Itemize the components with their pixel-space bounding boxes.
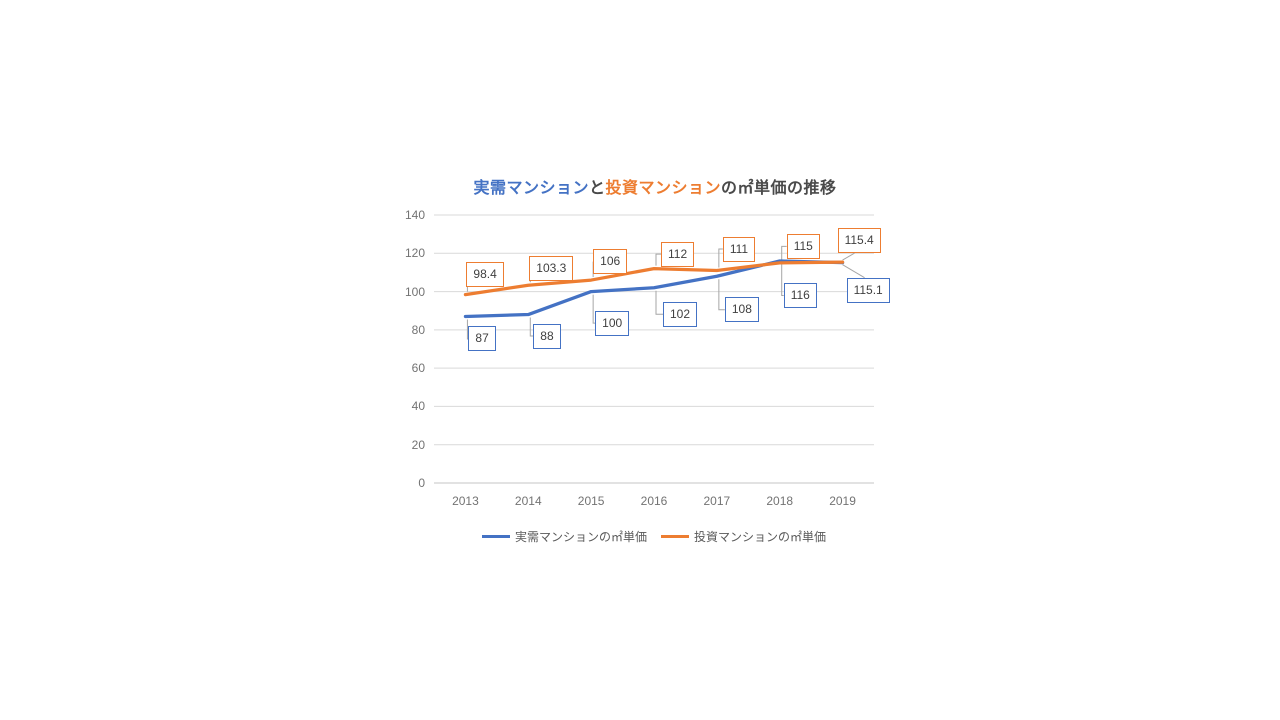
legend-item-1: 実需マンションの㎡単価 [481, 528, 647, 545]
data-label-leader-line [655, 253, 661, 266]
legend-line-swatch [481, 535, 510, 538]
series-line-1 [463, 259, 845, 319]
x-axis-tick-label: 2013 [452, 494, 479, 508]
data-label: 106 [593, 249, 628, 275]
data-label-leader-line [842, 252, 855, 261]
title-suffix-text: の㎡単価の推移 [721, 180, 837, 197]
x-axis-tick-label: 2015 [577, 494, 605, 508]
data-label: 98.4 [466, 261, 504, 287]
data-label: 116 [783, 282, 817, 308]
x-axis-tick-label: 2014 [514, 494, 542, 508]
title-connector-text: と [588, 180, 606, 197]
x-axis-tick-label: 2018 [766, 494, 794, 508]
y-axis-tick-label: 100 [404, 284, 425, 299]
y-axis-tick-label: 120 [404, 246, 425, 261]
series-line-2 [463, 260, 845, 297]
y-axis-tick-label: 40 [411, 399, 425, 414]
title-series2-text: 投資マンション [605, 180, 722, 197]
y-axis-tick-label: 60 [411, 361, 425, 376]
legend-line-swatch [661, 535, 689, 538]
title-series1-text: 実需マンション [473, 180, 589, 197]
data-label-leader-line [529, 317, 534, 337]
y-axis-tick-label: 20 [411, 437, 425, 452]
chart-legend: 実需マンションの㎡単価 投資マンションの㎡単価 [14, 528, 1280, 545]
data-label: 112 [661, 241, 695, 267]
data-label: 115.1 [846, 277, 890, 303]
data-label: 115 [786, 233, 820, 259]
data-label: 100 [595, 310, 630, 336]
x-axis-tick-label: 2016 [640, 494, 668, 508]
data-label: 111 [722, 236, 756, 262]
data-label-leader-line [718, 248, 723, 268]
chart-title: 実需マンションと投資マンションの㎡単価の推移 [15, 174, 1280, 198]
data-label-leader-line [842, 264, 865, 279]
data-label-leader-line [781, 263, 784, 296]
data-label: 108 [724, 297, 759, 323]
data-label: 103.3 [529, 256, 574, 282]
legend-item-2: 投資マンションの㎡単価 [661, 528, 826, 545]
y-axis-tick-label: 140 [404, 208, 425, 222]
x-axis-tick-label: 2019 [829, 494, 856, 508]
y-axis-tick-label: 0 [418, 476, 425, 490]
y-axis-tick-label: 80 [411, 322, 425, 337]
legend-label: 実需マンションの㎡単価 [514, 530, 647, 544]
data-label-leader-line [466, 319, 469, 340]
legend-label: 投資マンションの㎡単価 [694, 530, 827, 544]
data-label-leader-line [718, 279, 725, 311]
data-label: 87 [468, 326, 496, 352]
data-label-leader-line [781, 245, 787, 260]
data-label: 88 [533, 323, 561, 349]
data-label: 115.4 [837, 228, 881, 254]
data-label: 102 [663, 301, 698, 327]
x-axis-tick-label: 2017 [703, 494, 731, 508]
data-label-leader-line [592, 294, 596, 324]
data-label-leader-line [655, 290, 663, 315]
